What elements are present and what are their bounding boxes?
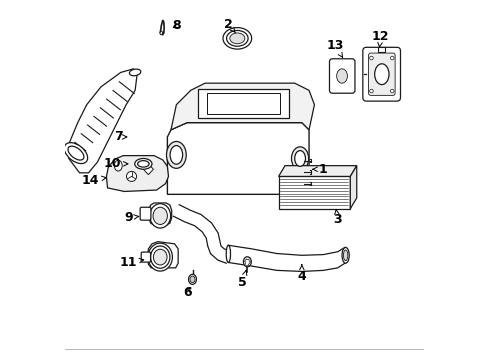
Text: 11: 11 xyxy=(119,256,143,269)
Ellipse shape xyxy=(149,204,170,228)
Ellipse shape xyxy=(148,243,172,271)
Polygon shape xyxy=(278,166,356,176)
Ellipse shape xyxy=(114,160,122,171)
Text: 12: 12 xyxy=(371,30,389,47)
Ellipse shape xyxy=(166,141,186,168)
FancyBboxPatch shape xyxy=(140,207,151,220)
Polygon shape xyxy=(171,83,314,130)
Polygon shape xyxy=(106,156,168,192)
Ellipse shape xyxy=(160,31,162,35)
Polygon shape xyxy=(173,205,230,263)
Text: 1: 1 xyxy=(312,163,327,176)
FancyBboxPatch shape xyxy=(278,176,349,209)
Text: 6: 6 xyxy=(183,287,191,300)
FancyBboxPatch shape xyxy=(368,53,394,95)
Polygon shape xyxy=(69,69,137,173)
Ellipse shape xyxy=(226,31,247,46)
FancyBboxPatch shape xyxy=(378,46,385,51)
Text: 3: 3 xyxy=(333,210,341,226)
FancyBboxPatch shape xyxy=(141,252,150,262)
Ellipse shape xyxy=(126,171,136,181)
Polygon shape xyxy=(167,123,308,194)
Polygon shape xyxy=(147,242,178,268)
Ellipse shape xyxy=(294,150,305,166)
Text: 14: 14 xyxy=(81,174,106,186)
Ellipse shape xyxy=(150,246,169,268)
Ellipse shape xyxy=(137,161,149,167)
Ellipse shape xyxy=(229,33,244,44)
Ellipse shape xyxy=(64,143,87,163)
Ellipse shape xyxy=(389,56,393,60)
Ellipse shape xyxy=(369,89,372,93)
Ellipse shape xyxy=(341,247,348,263)
Polygon shape xyxy=(148,203,171,225)
Ellipse shape xyxy=(291,147,308,170)
Ellipse shape xyxy=(389,89,393,93)
Text: 10: 10 xyxy=(103,157,128,170)
Ellipse shape xyxy=(68,146,84,160)
Polygon shape xyxy=(143,164,153,175)
FancyBboxPatch shape xyxy=(206,93,280,114)
Ellipse shape xyxy=(223,28,251,49)
FancyBboxPatch shape xyxy=(329,59,354,93)
FancyBboxPatch shape xyxy=(198,89,289,118)
Ellipse shape xyxy=(374,64,388,85)
FancyBboxPatch shape xyxy=(362,47,400,101)
Ellipse shape xyxy=(190,276,195,283)
Text: 8: 8 xyxy=(172,19,180,32)
Ellipse shape xyxy=(153,207,167,225)
Text: 7: 7 xyxy=(114,130,126,144)
Text: 9: 9 xyxy=(124,211,139,224)
Ellipse shape xyxy=(129,69,141,76)
Polygon shape xyxy=(349,166,356,209)
Text: 5: 5 xyxy=(238,270,246,289)
Ellipse shape xyxy=(135,158,152,169)
Text: 2: 2 xyxy=(224,18,235,33)
Ellipse shape xyxy=(170,145,182,164)
Ellipse shape xyxy=(188,274,196,284)
Ellipse shape xyxy=(343,250,347,261)
Ellipse shape xyxy=(243,257,251,267)
Ellipse shape xyxy=(153,249,167,265)
Ellipse shape xyxy=(226,245,230,262)
Text: 13: 13 xyxy=(325,39,343,57)
Ellipse shape xyxy=(369,56,372,60)
Text: 4: 4 xyxy=(297,265,305,283)
Ellipse shape xyxy=(336,69,346,83)
